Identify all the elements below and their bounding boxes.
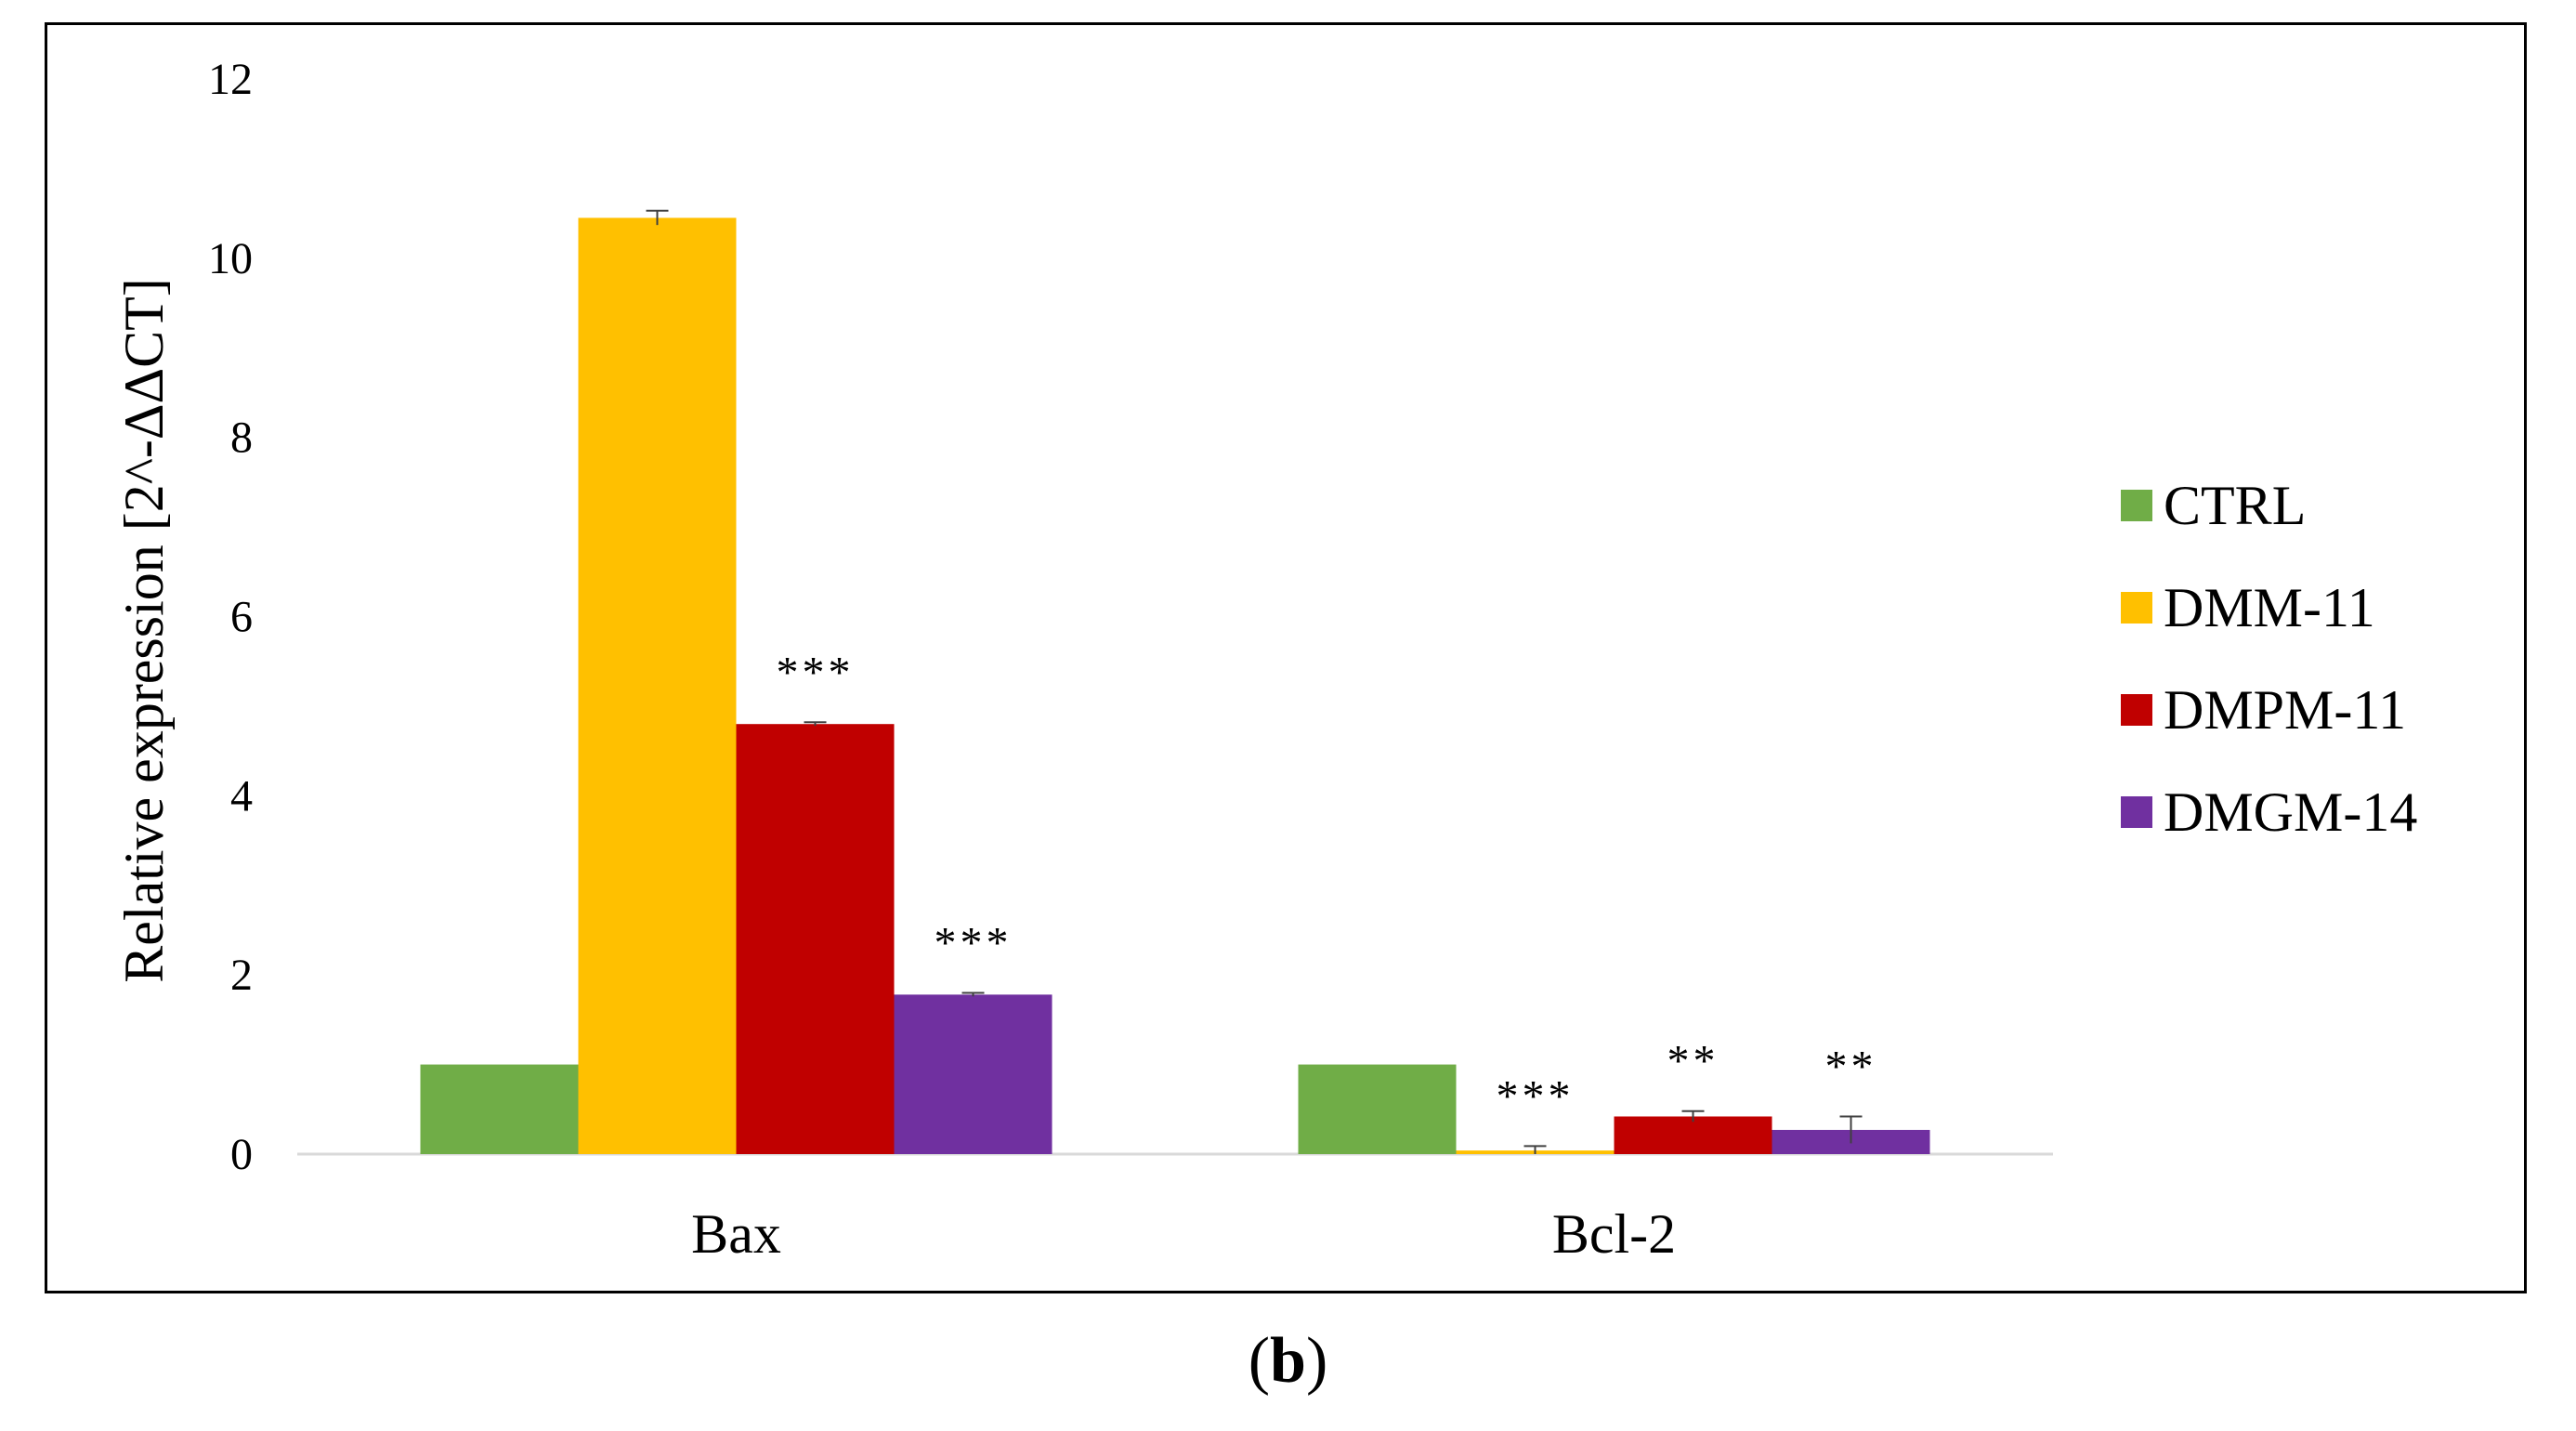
legend-swatch-dmpm-11 <box>2121 694 2152 726</box>
significance-label: ** <box>1825 1043 1877 1092</box>
bar-dmm-11-bax <box>578 217 737 1155</box>
y-tick-label: 6 <box>230 593 253 642</box>
y-tick-label: 2 <box>230 951 253 1000</box>
panel-label: (b) <box>0 1324 2576 1398</box>
bar-ctrl-bcl-2 <box>1298 1064 1457 1154</box>
significance-label: ** <box>1667 1037 1720 1086</box>
bar-ctrl-bax <box>420 1064 579 1154</box>
legend-swatch-dmm-11 <box>2121 592 2152 624</box>
y-tick-label: 4 <box>230 771 253 821</box>
y-tick-label: 10 <box>208 234 253 283</box>
legend-label-ctrl: CTRL <box>2164 475 2306 536</box>
significance-label: *** <box>777 648 855 697</box>
bar-dmpm-11-bax <box>736 724 895 1154</box>
legend-label-dmpm-11: DMPM-11 <box>2164 679 2406 741</box>
legend-label-dmgm-14: DMGM-14 <box>2164 781 2417 843</box>
x-category-label: Bcl-2 <box>1552 1203 1676 1265</box>
significance-label: *** <box>935 918 1013 967</box>
y-tick-label: 0 <box>230 1130 253 1179</box>
panel-label-letter: b <box>1270 1325 1306 1397</box>
legend-label-dmm-11: DMM-11 <box>2164 577 2375 638</box>
legend-swatch-ctrl <box>2121 490 2152 521</box>
y-axis-title: Relative expression [2^-ΔΔCT] <box>113 278 175 982</box>
significance-label: *** <box>1497 1071 1575 1121</box>
panel-label-open: ( <box>1248 1325 1271 1397</box>
y-tick-label: 8 <box>230 414 253 463</box>
x-category-label: Bax <box>691 1203 781 1265</box>
y-tick-label: 12 <box>208 55 253 104</box>
panel-label-close: ) <box>1305 1325 1328 1397</box>
bar-dmgm-14-bax <box>894 994 1053 1154</box>
bar-dmpm-11-bcl-2 <box>1614 1116 1772 1154</box>
legend-swatch-dmgm-14 <box>2121 796 2152 828</box>
